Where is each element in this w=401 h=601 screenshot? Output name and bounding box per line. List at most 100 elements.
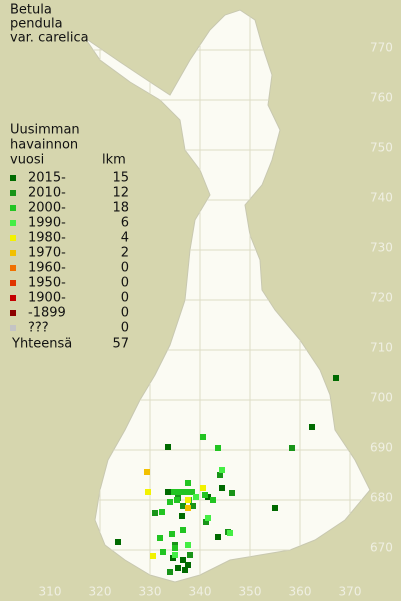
legend-label: 1990- bbox=[28, 216, 66, 231]
legend-label: 1960- bbox=[28, 261, 66, 276]
point bbox=[205, 515, 211, 521]
point bbox=[174, 497, 180, 503]
point bbox=[200, 434, 206, 440]
point bbox=[177, 489, 183, 495]
legend-swatch bbox=[10, 295, 16, 301]
x-tick-label: 360 bbox=[289, 585, 312, 599]
legend-swatch bbox=[10, 280, 16, 286]
legend-label: 1970- bbox=[28, 246, 66, 261]
legend-label: 2000- bbox=[28, 201, 66, 216]
legend-swatch bbox=[10, 310, 16, 316]
title-line: pendula bbox=[10, 17, 63, 32]
y-tick-label: 710 bbox=[370, 341, 393, 355]
point bbox=[272, 505, 278, 511]
x-tick-label: 370 bbox=[339, 585, 362, 599]
title-line: Betula bbox=[10, 3, 52, 18]
point bbox=[175, 565, 181, 571]
y-tick-label: 700 bbox=[370, 391, 393, 405]
legend-swatch bbox=[10, 250, 16, 256]
point bbox=[203, 519, 209, 525]
point bbox=[157, 535, 163, 541]
point bbox=[160, 549, 166, 555]
y-tick-label: 770 bbox=[370, 41, 393, 55]
x-tick-label: 320 bbox=[89, 585, 112, 599]
legend-count: 6 bbox=[121, 216, 129, 231]
point bbox=[165, 444, 171, 450]
point bbox=[180, 503, 186, 509]
point bbox=[193, 494, 199, 500]
point bbox=[215, 445, 221, 451]
y-tick-label: 730 bbox=[370, 241, 393, 255]
legend-title: vuosi bbox=[10, 153, 44, 168]
point bbox=[180, 557, 186, 563]
legend-count: 15 bbox=[112, 171, 129, 186]
legend-count: 0 bbox=[121, 306, 129, 321]
point bbox=[229, 490, 235, 496]
point bbox=[190, 503, 196, 509]
point bbox=[185, 562, 191, 568]
point bbox=[169, 531, 175, 537]
y-tick-label: 740 bbox=[370, 191, 393, 205]
finland-outline bbox=[84, 9, 371, 583]
legend-swatch bbox=[10, 205, 16, 211]
legend-swatch bbox=[10, 235, 16, 241]
legend-count: 0 bbox=[121, 261, 129, 276]
total-label: Yhteensä bbox=[11, 337, 72, 352]
x-tick-label: 310 bbox=[39, 585, 62, 599]
point bbox=[289, 445, 295, 451]
legend-label: 1950- bbox=[28, 276, 66, 291]
x-tick-label: 330 bbox=[139, 585, 162, 599]
point bbox=[167, 569, 173, 575]
legend-label: 2010- bbox=[28, 186, 66, 201]
y-tick-label: 720 bbox=[370, 291, 393, 305]
point bbox=[185, 505, 191, 511]
legend-count: 0 bbox=[121, 276, 129, 291]
y-tick-label: 680 bbox=[370, 491, 393, 505]
x-tick-label: 350 bbox=[239, 585, 262, 599]
legend-count: 4 bbox=[121, 231, 129, 246]
y-tick-label: 760 bbox=[370, 91, 393, 105]
legend-count: 12 bbox=[112, 186, 129, 201]
point bbox=[210, 497, 216, 503]
point bbox=[200, 485, 206, 491]
legend-count: 0 bbox=[121, 321, 129, 336]
legend-label: -1899 bbox=[28, 306, 66, 321]
legend-label: ??? bbox=[28, 321, 49, 336]
point bbox=[180, 527, 186, 533]
point bbox=[185, 542, 191, 548]
legend-title: Uusimman bbox=[10, 123, 80, 138]
legend-count: 18 bbox=[112, 201, 129, 216]
point bbox=[165, 489, 171, 495]
point bbox=[171, 489, 177, 495]
point bbox=[215, 534, 221, 540]
point bbox=[182, 567, 188, 573]
point bbox=[333, 375, 339, 381]
point bbox=[187, 552, 193, 558]
legend-swatch bbox=[10, 325, 16, 331]
points bbox=[115, 375, 339, 575]
y-tick-label: 690 bbox=[370, 441, 393, 455]
legend-swatch bbox=[10, 175, 16, 181]
x-tick-label: 340 bbox=[189, 585, 212, 599]
title-line: var. carelica bbox=[10, 31, 89, 46]
point bbox=[172, 545, 178, 551]
legend-count: 0 bbox=[121, 291, 129, 306]
legend-label: 2015- bbox=[28, 171, 66, 186]
point bbox=[202, 492, 208, 498]
legend-label: 1900- bbox=[28, 291, 66, 306]
point bbox=[185, 480, 191, 486]
legend-label: 1980- bbox=[28, 231, 66, 246]
point bbox=[172, 552, 178, 558]
point bbox=[159, 509, 165, 515]
point bbox=[183, 489, 189, 495]
point bbox=[189, 489, 195, 495]
point bbox=[115, 539, 121, 545]
point bbox=[227, 530, 233, 536]
total: 57 bbox=[112, 337, 129, 352]
point bbox=[145, 489, 151, 495]
point bbox=[219, 467, 225, 473]
legend-title: havainnon bbox=[10, 138, 78, 153]
point bbox=[217, 472, 223, 478]
legend-swatch bbox=[10, 265, 16, 271]
